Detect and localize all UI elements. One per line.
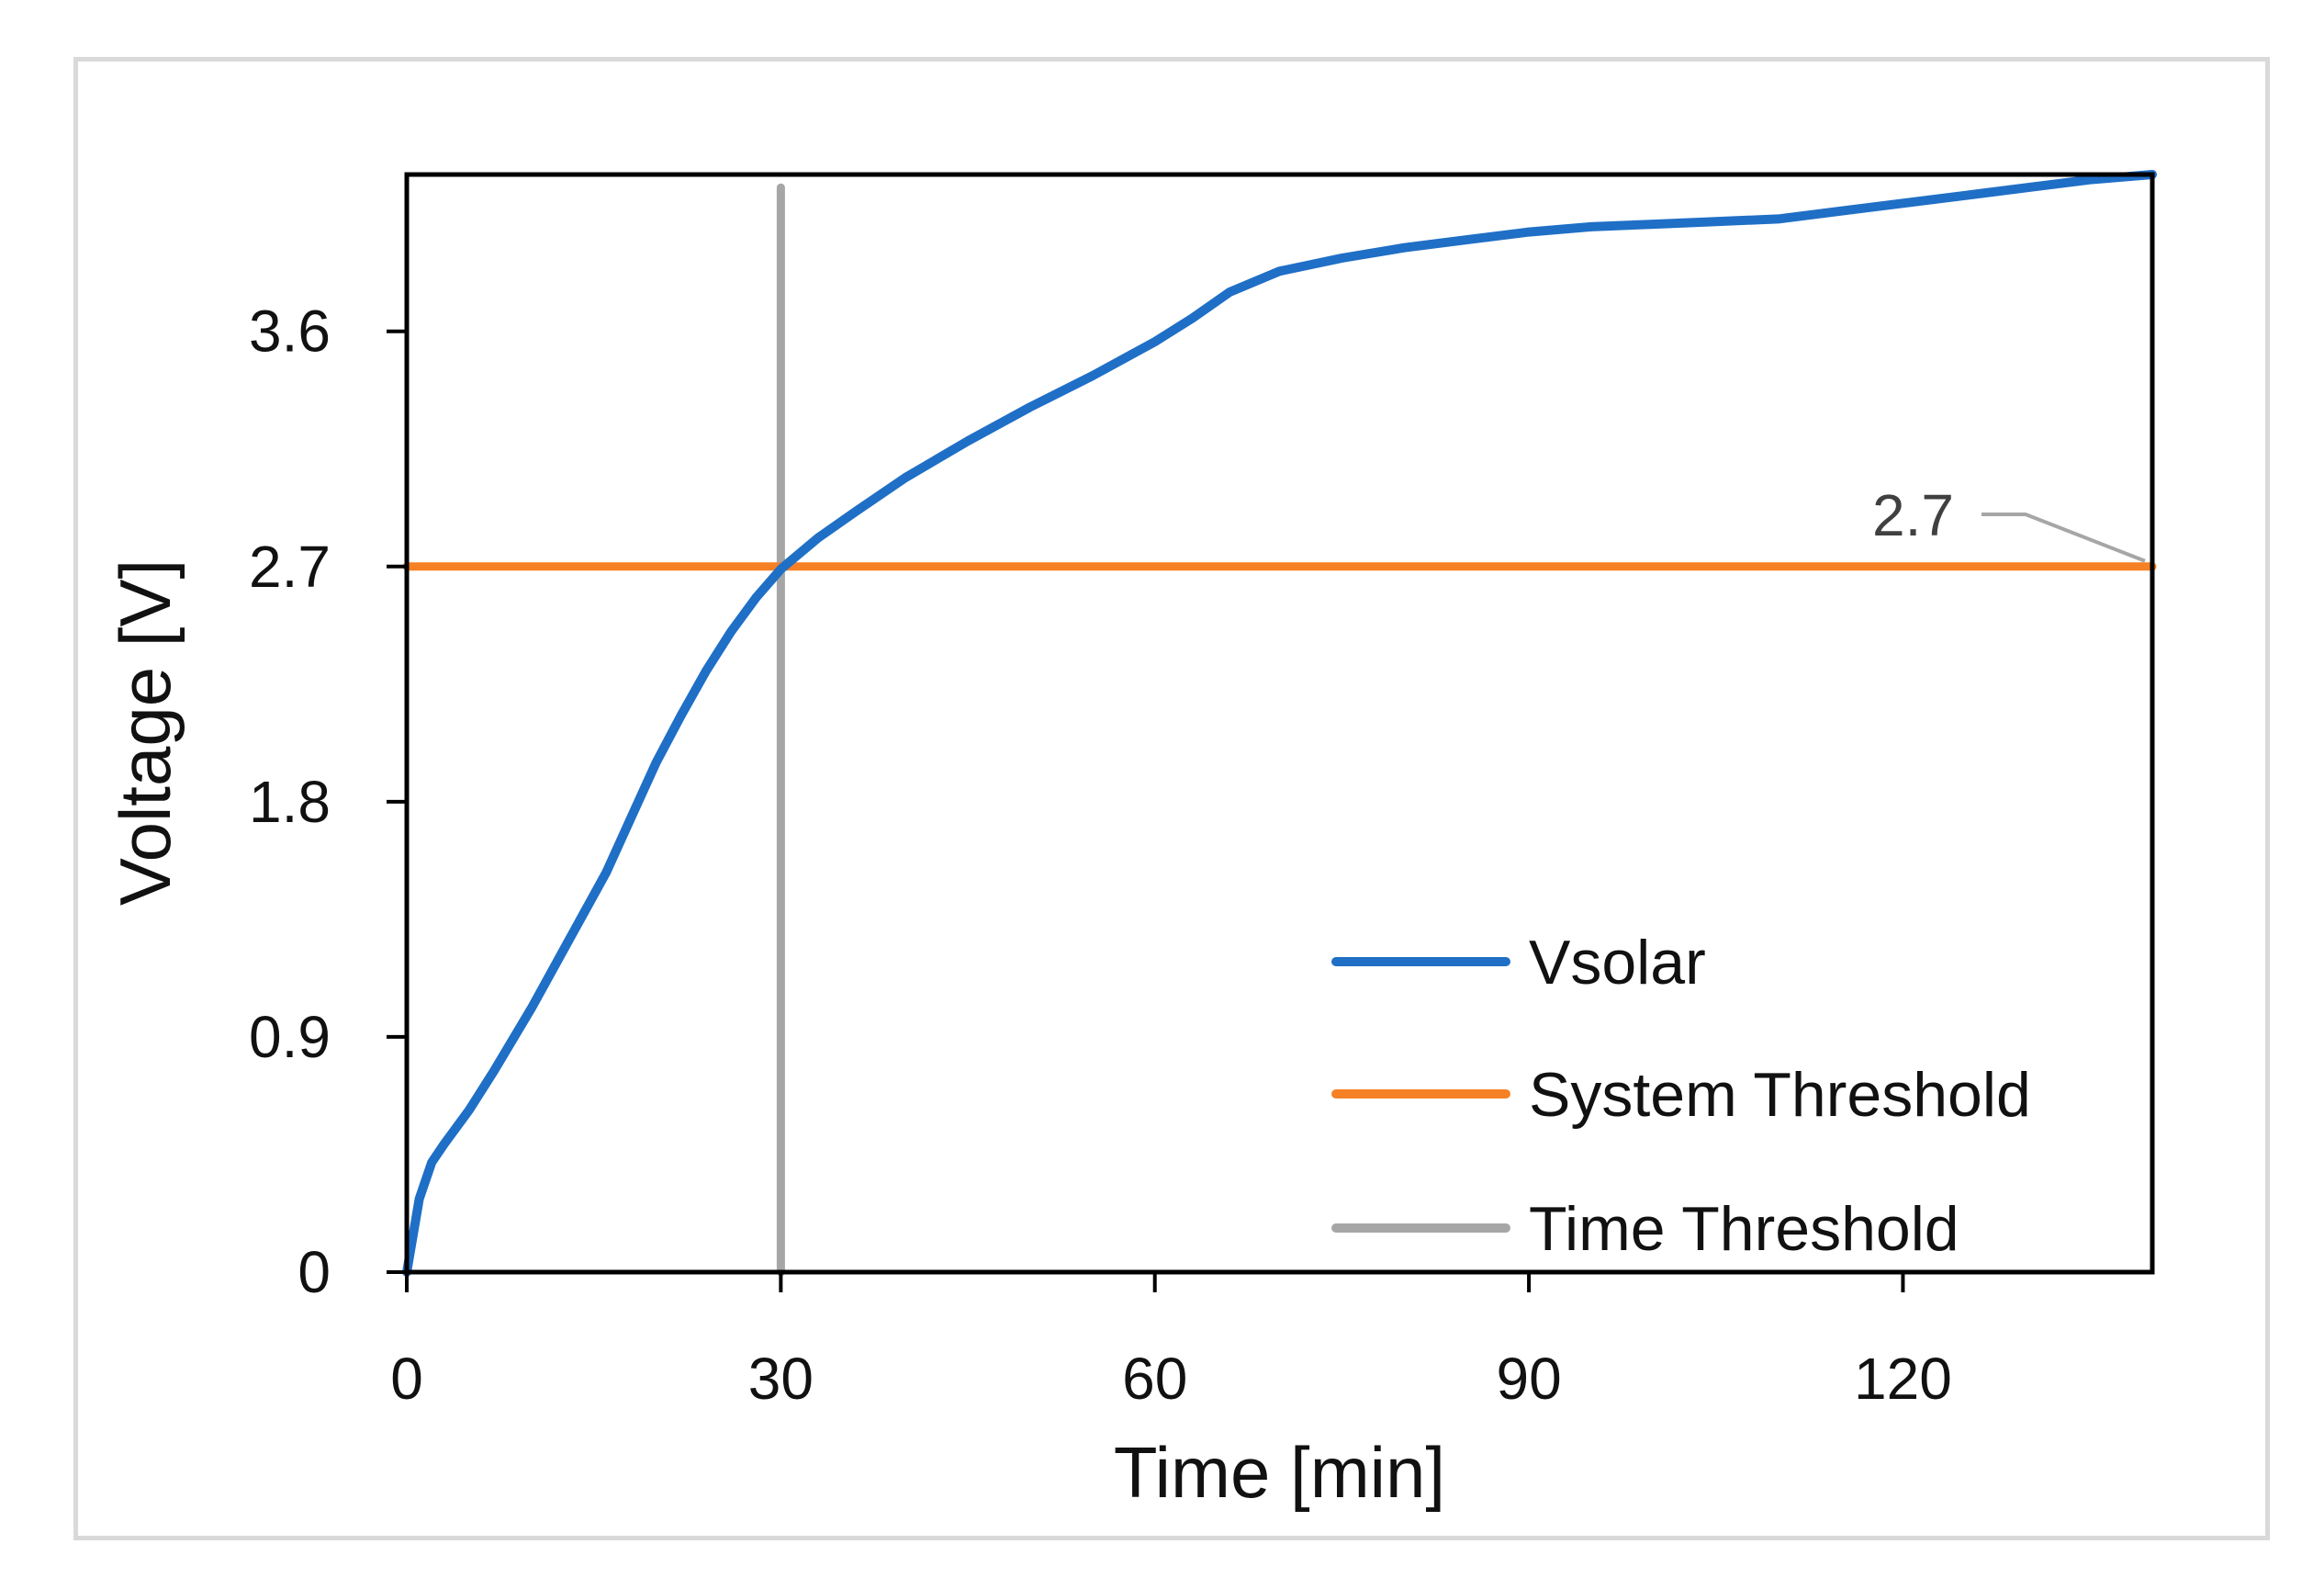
series-layer	[402, 170, 2157, 1277]
legend-label-time-threshold: Time Threshold	[1529, 1194, 1959, 1264]
x-tick-label: 120	[1854, 1346, 1952, 1412]
vsolar-line	[402, 170, 2157, 1277]
legend-label-system-threshold: System Threshold	[1529, 1060, 2031, 1130]
annotation-leader-line	[1982, 513, 2146, 563]
chart-frame	[73, 57, 2270, 1540]
x-axis-title: Time [min]	[1114, 1432, 1445, 1513]
y-axis-title: Voltage [V]	[105, 559, 185, 906]
legend-label-vsolar: Vsolar	[1529, 928, 1706, 997]
x-tick-label: 0	[390, 1346, 423, 1412]
x-tick-label: 60	[1122, 1346, 1187, 1412]
y-tick-label: 0.9	[249, 1004, 331, 1070]
axis-layer: 0 30 60 90 120 0 0.9 1.8 2.7 3.6	[249, 299, 1952, 1412]
legend: Vsolar System Threshold Time Threshold	[1331, 928, 2031, 1264]
x-tick-label: 30	[748, 1346, 814, 1412]
y-tick-label: 1.8	[249, 769, 331, 835]
y-tick-label: 2.7	[249, 534, 331, 600]
x-tick-label: 90	[1496, 1346, 1561, 1412]
y-tick-label: 3.6	[249, 299, 331, 365]
plot-area	[404, 172, 2155, 1275]
annotation-label: 2.7	[1872, 482, 1954, 548]
y-tick-label: 0	[298, 1239, 331, 1305]
annotation-layer: 2.7	[1872, 482, 2146, 563]
